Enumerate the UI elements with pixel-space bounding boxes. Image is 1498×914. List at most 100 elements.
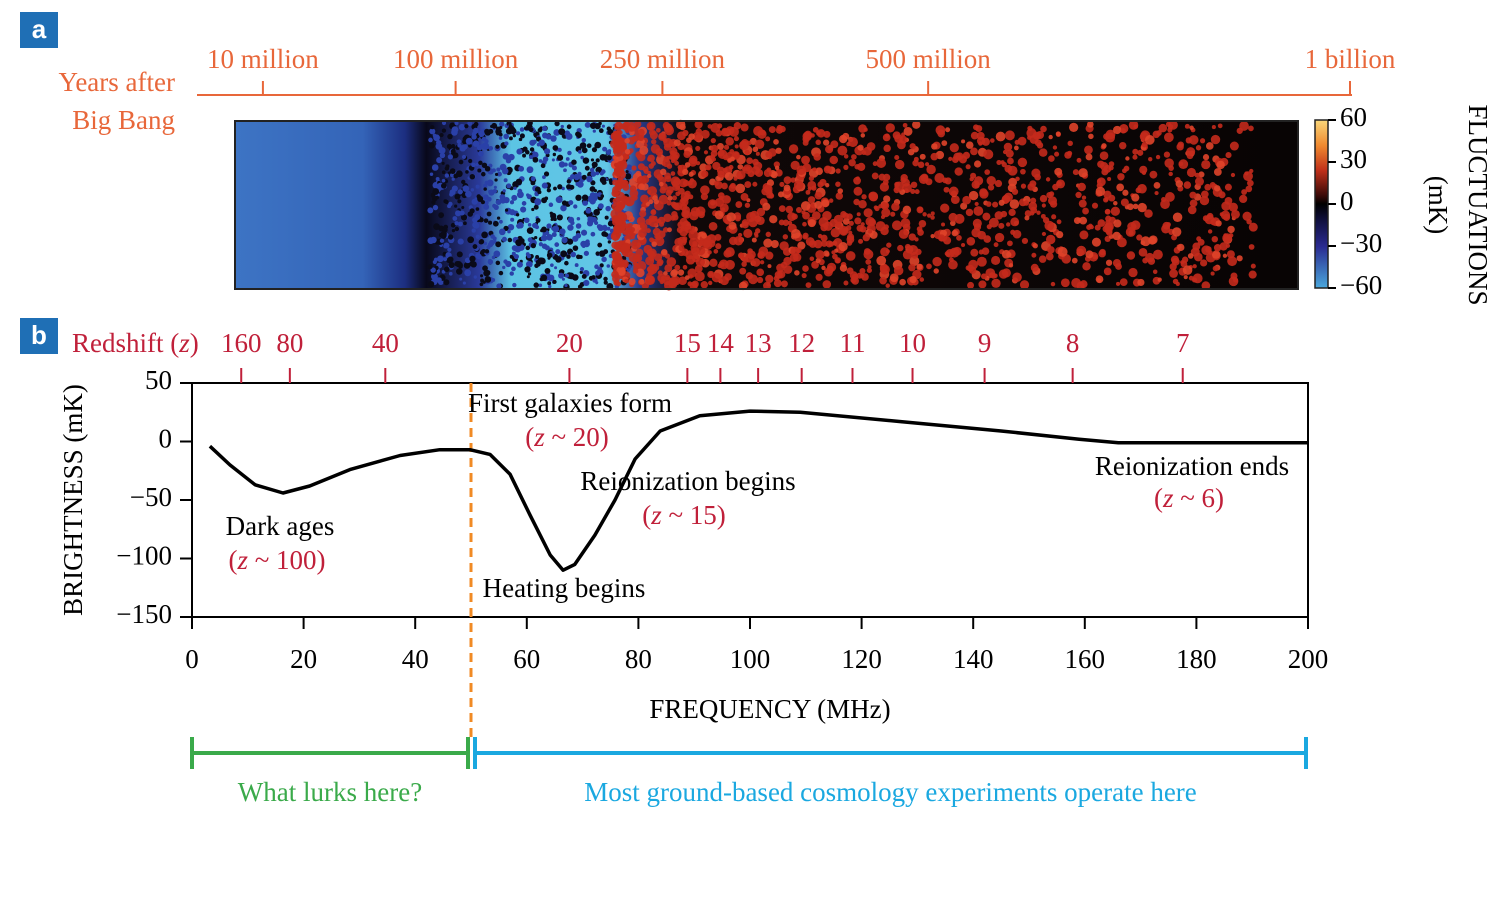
map-speckle — [441, 161, 445, 165]
map-speckle — [701, 232, 707, 239]
map-speckle — [1201, 159, 1211, 170]
map-speckle — [1039, 194, 1048, 203]
map-speckle — [687, 179, 697, 189]
map-speckle — [540, 274, 548, 282]
map-speckle — [848, 159, 856, 167]
map-speckle — [664, 125, 670, 131]
map-speckle — [805, 282, 812, 289]
map-speckle — [1000, 210, 1008, 218]
map-speckle — [1073, 217, 1081, 225]
map-speckle — [1082, 207, 1089, 215]
map-speckle — [438, 212, 445, 219]
map-speckle — [950, 195, 960, 205]
map-speckle — [614, 162, 620, 168]
map-speckle — [739, 267, 747, 275]
map-speckle — [683, 195, 690, 201]
map-speckle — [1230, 172, 1236, 178]
map-speckle — [671, 211, 678, 218]
map-speckle — [525, 245, 531, 251]
map-speckle — [606, 226, 611, 231]
map-speckle — [554, 242, 560, 247]
map-speckle — [796, 165, 807, 176]
map-speckle — [1211, 235, 1219, 243]
map-speckle — [443, 243, 448, 249]
map-speckle — [467, 211, 473, 217]
map-speckle — [1221, 201, 1231, 211]
map-speckle — [756, 216, 765, 225]
map-speckle — [1075, 191, 1082, 199]
map-speckle — [534, 198, 542, 206]
map-speckle — [667, 195, 673, 201]
map-speckle — [1108, 161, 1115, 167]
map-speckle — [507, 223, 515, 231]
map-speckle — [480, 274, 484, 278]
map-speckle — [508, 123, 512, 127]
map-speckle — [694, 120, 703, 129]
map-speckle — [980, 273, 987, 280]
map-speckle — [1183, 181, 1192, 189]
map-speckle — [455, 210, 462, 217]
map-speckle — [1017, 136, 1027, 146]
map-speckle — [586, 175, 593, 183]
map-speckle — [542, 125, 548, 131]
map-speckle — [703, 239, 711, 248]
map-speckle — [502, 189, 506, 193]
map-speckle — [567, 150, 572, 156]
map-speckle — [1137, 202, 1147, 213]
map-speckle — [1051, 214, 1057, 220]
map-speckle — [459, 210, 465, 216]
map-speckle — [1041, 203, 1046, 208]
map-speckle — [658, 132, 667, 141]
map-speckle — [535, 260, 540, 265]
map-speckle — [1175, 180, 1184, 188]
map-speckle — [590, 158, 595, 162]
map-speckle — [544, 267, 551, 274]
map-speckle — [1144, 135, 1155, 145]
map-speckle — [538, 159, 543, 163]
map-speckle — [927, 213, 932, 218]
map-speckle — [1013, 145, 1019, 151]
map-speckle — [494, 172, 499, 177]
map-speckle — [522, 153, 527, 158]
map-speckle — [430, 125, 435, 130]
annotation: (z ~ 6) — [1154, 483, 1224, 513]
map-speckle — [639, 223, 646, 230]
map-speckle — [561, 200, 568, 206]
map-speckle — [807, 186, 812, 191]
map-speckle — [1178, 159, 1189, 169]
map-speckle — [672, 195, 677, 201]
map-speckle — [617, 267, 626, 276]
map-speckle — [1207, 229, 1213, 234]
map-speckle — [494, 178, 498, 182]
map-speckle — [533, 282, 539, 288]
map-speckle — [949, 220, 956, 227]
map-speckle — [763, 238, 773, 248]
map-speckle — [631, 135, 638, 142]
map-speckle — [598, 203, 604, 210]
map-speckle — [1169, 269, 1178, 278]
map-speckle — [496, 167, 501, 172]
map-speckle — [1020, 168, 1026, 175]
map-speckle — [1182, 265, 1193, 275]
map-speckle — [719, 261, 725, 267]
map-speckle — [814, 191, 823, 200]
map-speckle — [970, 172, 977, 179]
map-speckle — [1214, 185, 1221, 192]
redshift-tick-label: 12 — [788, 328, 815, 358]
map-speckle — [726, 212, 736, 222]
map-speckle — [480, 200, 485, 205]
map-speckle — [463, 221, 467, 226]
map-speckle — [1162, 221, 1171, 230]
map-speckle — [1172, 278, 1179, 285]
map-speckle — [630, 239, 641, 250]
map-speckle — [645, 275, 656, 286]
map-speckle — [545, 231, 550, 236]
map-speckle — [835, 222, 842, 229]
map-speckle — [448, 271, 453, 276]
map-speckle — [457, 189, 463, 195]
map-speckle — [619, 146, 624, 152]
map-speckle — [804, 132, 810, 137]
map-speckle — [751, 258, 761, 267]
map-speckle — [554, 266, 558, 270]
map-speckle — [568, 239, 573, 244]
